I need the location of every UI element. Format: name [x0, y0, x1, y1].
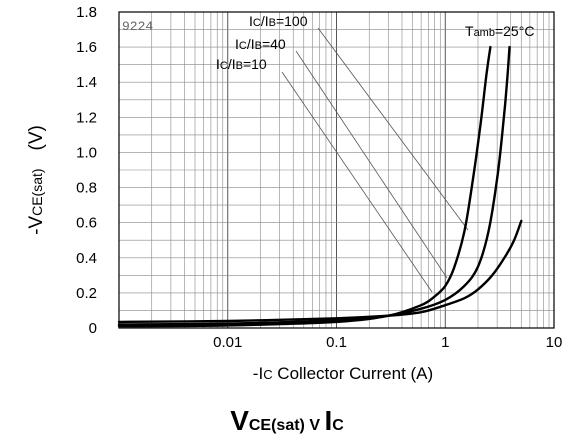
y-tick-label: 0.8	[76, 180, 97, 197]
x-axis-label: -IC Collector Current (A)	[253, 364, 433, 383]
y-axis-label-post: (V)	[26, 125, 47, 150]
y-tick-label: 1.4	[76, 74, 97, 91]
series-line-0	[117, 45, 492, 328]
series-lines	[117, 45, 523, 328]
y-tick-label: 1.0	[76, 144, 97, 161]
series-line-1	[117, 45, 511, 326]
y-tick-label: 0	[89, 320, 97, 337]
series-label-a: I	[249, 13, 253, 29]
x-axis-label-post: Collector Current (A)	[273, 364, 434, 383]
x-tick-label: 0.01	[213, 334, 242, 351]
title-i: I	[324, 405, 333, 436]
y-axis-label-sub: CE(sat)	[29, 168, 45, 215]
series-label-value: =40	[262, 36, 286, 52]
y-tick-label: 0.2	[76, 285, 97, 302]
series-label-ic-ib-40: IC/IB=40	[235, 36, 286, 52]
series-line-2	[117, 219, 523, 324]
x-tick-label: 0.1	[326, 334, 347, 351]
y-tick-label: 1.6	[76, 39, 97, 56]
tick-labels: 0.01 0.1 1 10 0 0.2 0.4 0.6 0.8 1.0 1.2 1.4 1.6 1.8	[76, 4, 562, 351]
series-label-asub: C	[253, 17, 261, 29]
title-isub: C	[332, 417, 344, 434]
x-tick-label: 10	[546, 334, 563, 351]
leader-line-0	[317, 27, 469, 231]
y-axis-label-pre: -V	[26, 216, 47, 235]
y-tick-label: 0.6	[76, 215, 97, 232]
series-label-slash: /I	[261, 13, 269, 29]
leader-line-2	[281, 71, 433, 293]
leader-line-1	[295, 50, 448, 279]
series-label-a: I	[216, 56, 220, 72]
title-v: V	[230, 405, 249, 436]
series-label-bsub: B	[269, 17, 276, 29]
series-label-slash: /I	[228, 56, 236, 72]
condition-main: T	[465, 23, 474, 39]
title-vsub: CE(sat)	[248, 417, 305, 434]
condition-label: Tamb=25°C	[465, 23, 534, 39]
title-mid: V	[304, 417, 325, 434]
series-label-ic-ib-100: IC/IB=100	[249, 13, 308, 29]
y-tick-label: 1.2	[76, 109, 97, 126]
condition-sub: amb	[474, 27, 495, 39]
y-tick-label: 0.4	[76, 250, 97, 267]
grid	[118, 11, 554, 329]
chart-title: VCE(sat) V IC	[0, 405, 574, 437]
figure-code: 9224	[122, 19, 153, 34]
series-label-value: =10	[243, 56, 267, 72]
x-axis-label-sub: C	[263, 367, 272, 382]
y-axis-label: -VCE(sat) (V)	[26, 125, 47, 235]
leader-lines	[281, 27, 469, 293]
series-label-bsub: B	[236, 60, 243, 72]
series-label-ic-ib-10: IC/IB=10	[216, 56, 267, 72]
series-label-asub: C	[220, 60, 228, 72]
condition-rest: =25°C	[495, 23, 534, 39]
plot-frame	[118, 11, 555, 329]
x-tick-label: 1	[441, 334, 449, 351]
series-label-a: I	[235, 36, 239, 52]
y-tick-label: 1.8	[76, 4, 97, 21]
series-label-asub: C	[239, 40, 247, 52]
series-label-slash: /I	[247, 36, 255, 52]
series-label-bsub: B	[255, 40, 262, 52]
x-axis-label-pre: -I	[253, 364, 263, 383]
series-label-value: =100	[276, 13, 308, 29]
